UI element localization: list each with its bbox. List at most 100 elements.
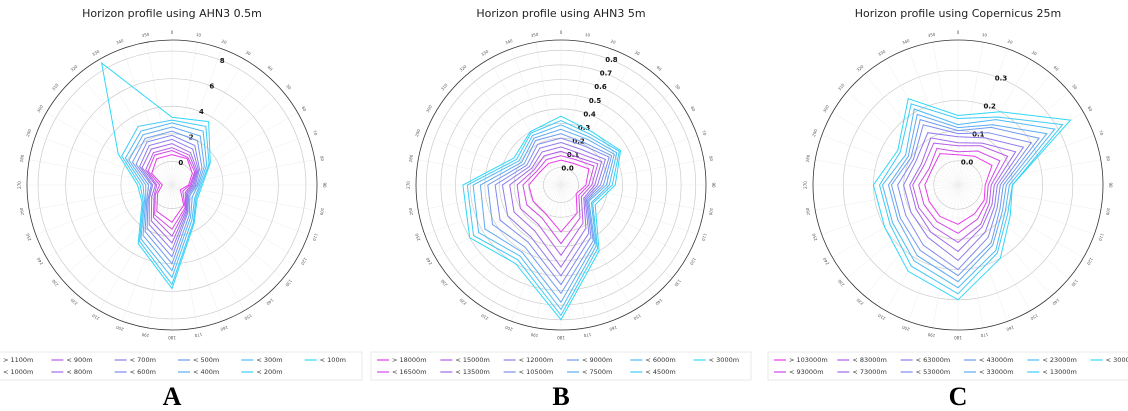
theta-tick-label: 350 [141,32,150,38]
theta-grid-line [171,184,198,328]
theta-tick-label: 310 [837,82,846,91]
chart-title: Horizon profile using AHN3 5m [476,7,645,20]
theta-grid-line [171,184,309,235]
radial-grid-ring [440,64,682,306]
theta-tick-label: 240 [822,256,830,266]
legend-label: < 100m [320,356,346,364]
theta-tick-label: 180 [557,335,565,340]
theta-tick-label: 100 [319,207,325,216]
theta-tick-label: 150 [1029,313,1039,321]
theta-grid-line [122,48,173,186]
theta-tick-label: 40 [655,65,662,72]
theta-tick-label: 140 [1051,297,1060,306]
series-line [139,138,199,251]
legend-label: < 63000m [916,356,951,364]
legend-label: < 13500m [455,368,490,376]
theta-grid-line [424,135,562,186]
theta-grid-line [560,159,704,186]
theta-tick-label: 90 [322,182,327,188]
theta-tick-label: 310 [440,82,449,91]
series-line [472,124,618,311]
theta-tick-label: 60 [690,105,697,112]
theta-tick-label: 210 [91,313,101,321]
radial-tick-label: 0.3 [995,75,1008,83]
theta-tick-label: 320 [69,64,78,73]
theta-tick-label: 270 [803,181,808,189]
series-line [121,119,210,286]
series-line [501,141,607,277]
theta-grid-line [171,159,315,186]
legend-label: < 12000m [519,356,554,364]
theta-grid-line [488,184,562,311]
series-line [135,134,201,258]
theta-tick-label: 80 [319,156,325,162]
series-line [528,159,590,233]
radial-tick-label: 2 [189,134,194,142]
theta-tick-label: 330 [877,49,887,57]
series-line [516,150,599,257]
theta-grid-line [171,184,284,279]
theta-tick-label: 240 [425,256,433,266]
radial-grid-ring [499,123,623,247]
legend-label: < 33000m [979,368,1014,376]
series-line [145,147,197,237]
radial-grid-ring [37,50,307,320]
radial-tick-label: 4 [199,108,204,116]
theta-tick-label: 160 [219,325,228,332]
theta-grid-line [560,184,698,235]
theta-grid-line [560,184,687,258]
series-line [872,98,1072,301]
theta-tick-label: 260 [19,207,25,216]
legend-box [0,351,363,381]
radial-tick-label: 0.0 [561,165,574,173]
legend-label: < 500m [193,356,219,364]
theta-tick-label: 110 [311,233,318,242]
theta-grid-line [171,42,198,186]
theta-tick-label: 0 [957,30,960,35]
theta-tick-label: 50 [674,83,681,90]
series-line [466,120,620,317]
theta-tick-label: 180 [954,335,962,340]
theta-tick-label: 90 [1108,182,1113,188]
polar-chart: Horizon profile using Copernicus 25m 0 10 2… [767,7,1128,411]
legend-label: > 18000m [392,356,427,364]
legend-label: < 400m [193,368,219,376]
radial-tick-label: 6 [209,82,214,90]
theta-tick-label: 20 [610,38,617,45]
theta-tick-label: 250 [811,232,818,241]
theta-grid-line [846,91,959,186]
theta-tick-label: 80 [1105,156,1111,162]
theta-grid-line [560,59,634,186]
theta-tick-label: 310 [51,82,60,91]
theta-grid-line [488,59,562,186]
theta-grid-line [424,184,562,235]
legend-label: < 7500m [582,368,612,376]
series-line [479,128,615,304]
series-line [141,143,198,244]
theta-tick-label: 180 [168,335,176,340]
theta-tick-label: 160 [1005,325,1014,332]
theta-grid-line [99,59,173,186]
series-line [100,61,211,290]
radial-tick-label: 8 [220,57,225,65]
theta-tick-label: 170 [583,332,592,338]
theta-tick-label: 150 [243,313,253,321]
theta-tick-label: 130 [284,278,293,287]
panel-label: C [949,382,968,411]
theta-tick-label: 250 [414,232,421,241]
legend-label: < 200m [256,368,282,376]
theta-tick-label: 70 [701,130,708,137]
theta-tick-label: 120 [689,257,697,267]
theta-grid-line [418,159,562,186]
series-line [128,126,205,272]
radial-tick-label: 0.2 [983,103,996,111]
radial-tick-label: 0.2 [572,138,585,146]
polar-chart: Horizon profile using AHN3 0.5m0 10203040… [0,7,363,411]
series-line [903,132,1025,262]
series-line [509,146,603,268]
theta-grid-line [435,112,562,186]
radial-tick-label: 0.1 [567,151,580,159]
radial-tick-label: 0.6 [594,83,607,91]
theta-grid-line [467,184,562,297]
theta-tick-label: 320 [855,64,864,73]
